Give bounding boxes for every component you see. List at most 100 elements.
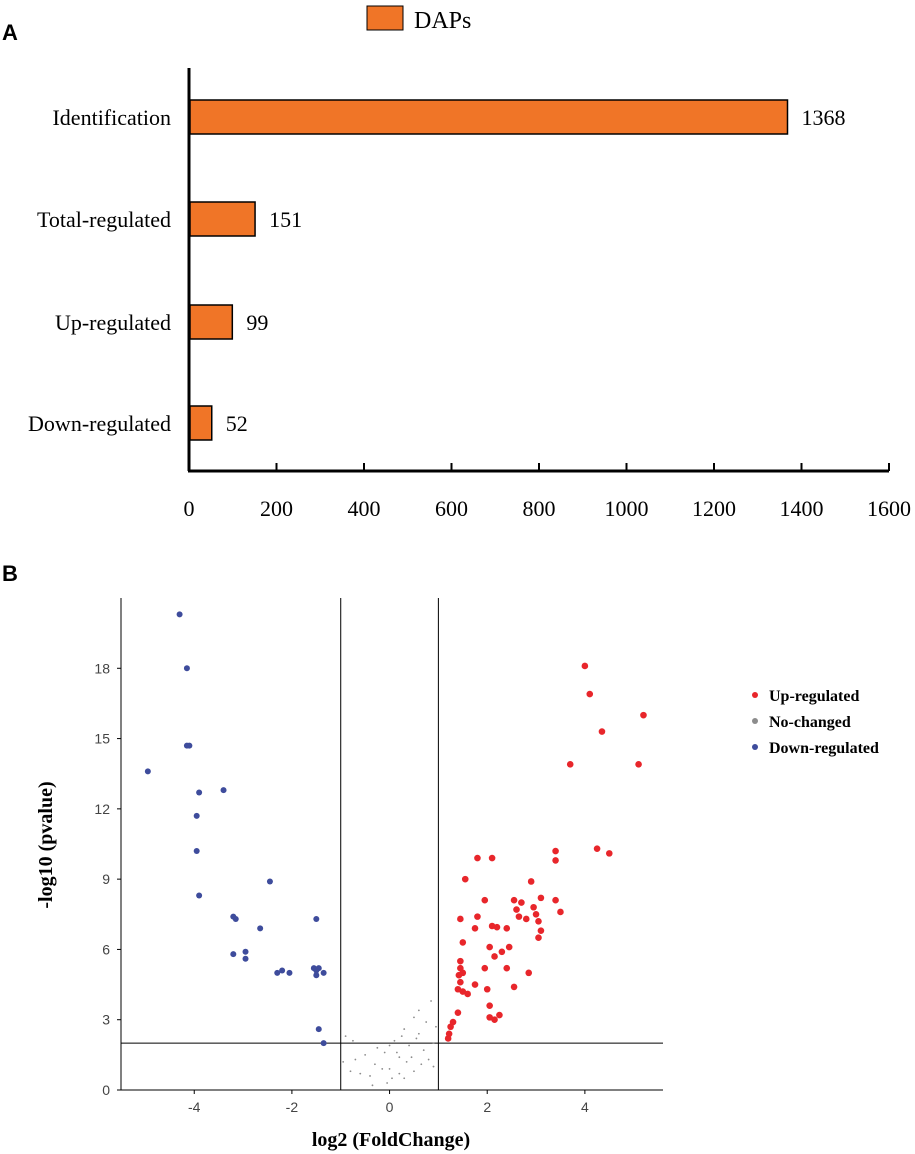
- legend-label-daps: DAPs: [414, 8, 471, 34]
- bar-chart: 0 200 400 600 800 1000 1200 1400 1600 Identificat…: [28, 68, 911, 521]
- x-tick-label: 1200: [692, 496, 736, 521]
- data-point: [381, 1068, 384, 1070]
- data-point: [364, 1053, 367, 1056]
- data-point: [581, 662, 589, 670]
- legend-label: No-changed: [769, 714, 851, 731]
- data-point: [510, 983, 518, 991]
- data-point: [444, 1035, 452, 1042]
- data-point: [315, 965, 322, 972]
- data-point: [471, 925, 479, 932]
- legend-swatch-daps: [366, 5, 404, 31]
- data-point: [388, 1044, 391, 1047]
- data-point: [242, 948, 249, 955]
- data-point: [491, 953, 498, 960]
- data-point: [220, 787, 227, 794]
- data-point: [640, 711, 647, 719]
- data-point: [417, 1032, 420, 1035]
- data-point: [398, 1056, 401, 1059]
- data-point: [566, 761, 574, 768]
- data-point: [496, 1011, 503, 1019]
- volcano-legend: Up-regulated No-changed Down-regulated: [752, 688, 879, 757]
- data-point: [537, 927, 545, 934]
- data-point: [432, 1065, 435, 1068]
- data-point: [320, 969, 327, 976]
- category-label: Total-regulated: [37, 207, 171, 232]
- data-point: [320, 1040, 327, 1047]
- data-point: [454, 985, 462, 993]
- bar: [189, 304, 234, 340]
- data-point: [593, 845, 601, 852]
- value-label: 99: [246, 310, 268, 335]
- data-point: [515, 913, 523, 920]
- series-up-regulated: [444, 662, 647, 1042]
- x-tick-label: 1600: [867, 496, 911, 521]
- data-point: [427, 1058, 430, 1061]
- data-point: [488, 922, 496, 930]
- data-point: [279, 967, 286, 974]
- data-point: [598, 728, 606, 735]
- data-point: [286, 969, 293, 976]
- volcano-plot: -4 -2 0 2 4 0 3 6 9 12 15 18 log2 (FoldChange) -log10…: [35, 598, 663, 1151]
- x-tick-label: 0: [184, 496, 195, 521]
- data-point: [461, 875, 469, 883]
- data-point: [510, 896, 518, 904]
- data-point: [488, 854, 496, 862]
- y-tick-label: 9: [102, 871, 110, 887]
- data-point: [491, 1016, 498, 1024]
- y-tick-label: 12: [94, 801, 110, 817]
- series-down-regulated: [144, 611, 327, 1047]
- data-point: [513, 906, 520, 913]
- x-tick-label: 1000: [605, 496, 649, 521]
- data-point: [498, 948, 506, 956]
- data-point: [552, 847, 559, 855]
- x-tick-label: -2: [286, 1099, 299, 1115]
- y-tick-label: 3: [102, 1012, 110, 1028]
- data-point: [415, 1037, 418, 1040]
- data-point: [359, 1072, 362, 1075]
- data-point: [486, 1014, 493, 1021]
- legend-label: Down-regulated: [769, 740, 879, 757]
- data-point: [342, 1060, 345, 1063]
- data-point: [537, 894, 545, 902]
- x-tick-label: 1400: [780, 496, 824, 521]
- data-point: [344, 1035, 347, 1038]
- data-point: [408, 1044, 410, 1047]
- y-tick-label: 18: [94, 660, 110, 676]
- data-point: [371, 1084, 374, 1087]
- value-label: 151: [269, 207, 302, 232]
- panel-b-label: B: [2, 561, 18, 586]
- data-point: [313, 915, 320, 922]
- data-point: [481, 896, 489, 904]
- data-point: [486, 1002, 493, 1009]
- data-point: [313, 972, 320, 979]
- data-point: [176, 611, 183, 618]
- data-point: [413, 1016, 415, 1019]
- x-tick-label: 2: [483, 1099, 491, 1115]
- data-point: [369, 1075, 371, 1077]
- data-point: [420, 1063, 423, 1066]
- data-point: [425, 1021, 428, 1023]
- data-point: [410, 1056, 413, 1059]
- data-point: [435, 1025, 437, 1028]
- data-point: [230, 951, 237, 958]
- data-point: [459, 969, 467, 977]
- x-tick-label: 800: [523, 496, 556, 521]
- data-point: [483, 985, 491, 993]
- data-point: [395, 1051, 398, 1054]
- y-tick-label: 6: [102, 941, 110, 957]
- data-point: [527, 878, 535, 885]
- x-tick-label: 600: [435, 496, 468, 521]
- bar: [189, 201, 256, 237]
- data-point: [457, 978, 464, 986]
- data-point: [391, 1077, 393, 1080]
- data-point: [471, 981, 479, 988]
- data-point: [447, 1023, 454, 1031]
- data-point: [374, 1063, 376, 1066]
- data-point: [474, 913, 481, 920]
- data-point: [486, 943, 493, 951]
- data-point: [274, 969, 281, 976]
- data-point: [403, 1028, 406, 1030]
- data-point: [383, 1051, 386, 1054]
- y-axis-title: -log10 (pvalue): [35, 781, 57, 908]
